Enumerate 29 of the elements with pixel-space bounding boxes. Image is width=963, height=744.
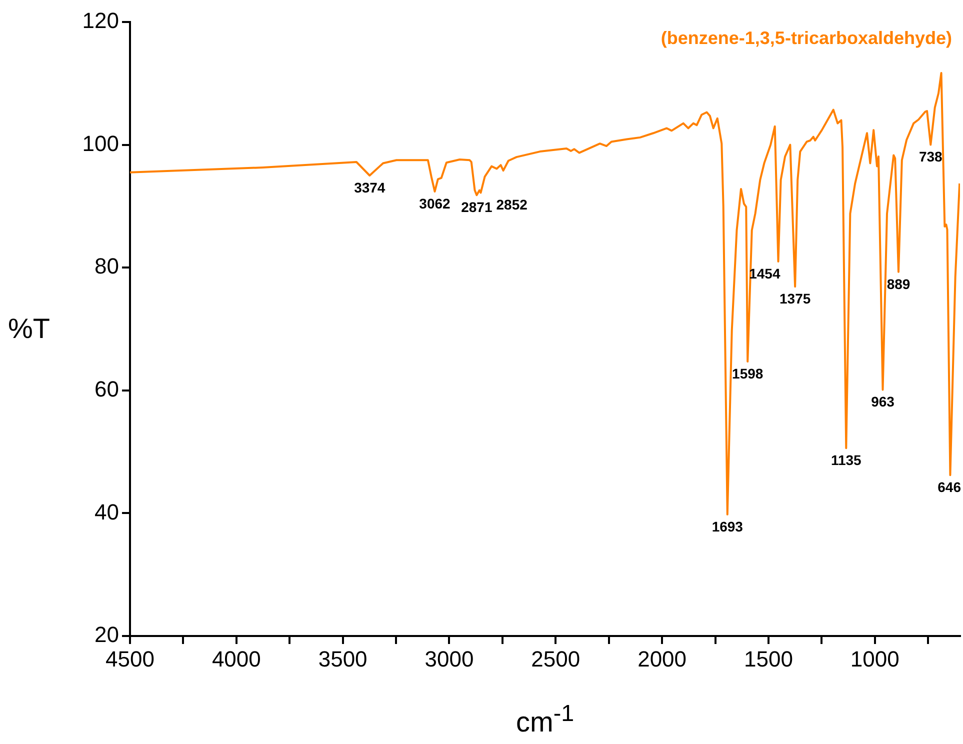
annotation: 1135: [830, 452, 862, 468]
y-tick-label: 20: [94, 622, 119, 648]
annotation: 3374: [354, 179, 386, 196]
x-tick-label: 4500: [106, 646, 154, 672]
x-tick-label: 2500: [531, 646, 580, 672]
y-tick-label: 100: [82, 130, 119, 156]
annotation: 646: [938, 478, 962, 495]
annotation: 3062: [419, 195, 451, 212]
annotation: 1598: [732, 365, 764, 382]
x-tick-label: 3000: [424, 646, 474, 672]
x-tick-label: 2000: [638, 646, 687, 672]
annotation: 1693: [712, 518, 744, 534]
x-tick-label: 1500: [744, 646, 793, 672]
y-tick-label: 60: [94, 376, 119, 402]
series-label: (benzene-1,3,5-tricarboxaldehyde): [660, 28, 952, 48]
x-tick-label: 1000: [850, 646, 900, 672]
annotation: 738: [918, 148, 943, 165]
annotation: 2852: [496, 196, 528, 213]
y-tick-label: 120: [82, 8, 119, 34]
annotation: 963: [871, 394, 895, 410]
annotation: 2871: [461, 199, 492, 216]
annotation: 1375: [779, 290, 811, 306]
x-tick-label: 4000: [212, 646, 261, 672]
y-tick-label: 80: [94, 254, 119, 279]
y-axis-title: %T: [8, 313, 50, 345]
y-tick-label: 40: [94, 499, 119, 524]
x-tick-label: 3500: [318, 646, 368, 672]
annotation: 889: [886, 276, 910, 292]
x-axis-title: cm$^{-1}$: [516, 700, 574, 738]
